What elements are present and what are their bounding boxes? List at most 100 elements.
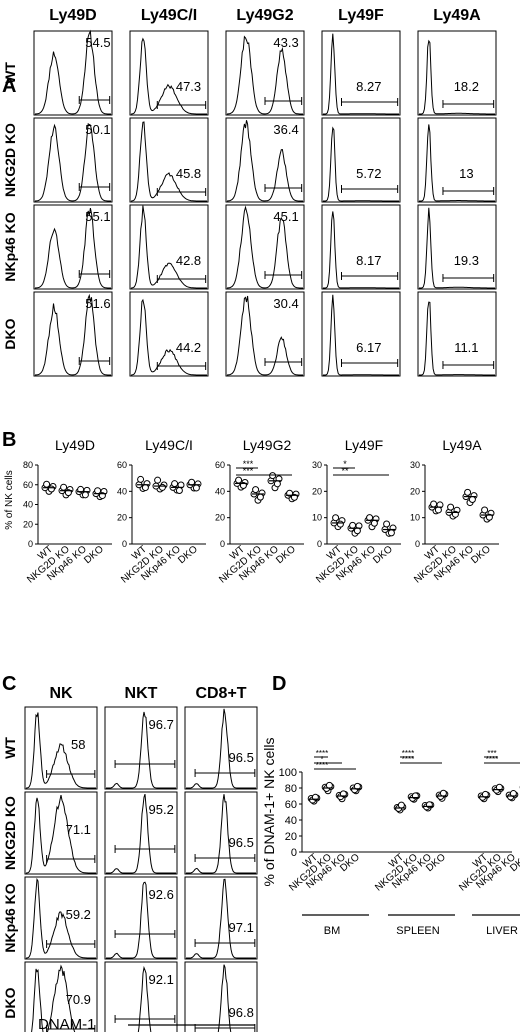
- data-point: [439, 789, 447, 797]
- y-tick-label: 100: [279, 767, 297, 779]
- gate-percent-label: 59.2: [66, 907, 91, 922]
- data-point: [77, 485, 85, 493]
- panel-label-d: D: [272, 673, 286, 695]
- histogram-curve: [323, 33, 399, 115]
- gate-percent-label: 50.1: [85, 122, 110, 137]
- data-point: [383, 520, 391, 528]
- row-label-wt: WT: [2, 737, 18, 759]
- panel-d-scatter-plot: D % of DNAM-1+ NK cells 020406080100WTNKG…: [261, 673, 520, 937]
- histogram-curve: [419, 207, 495, 289]
- data-point: [273, 480, 281, 488]
- histogram-curve: [226, 35, 303, 115]
- y-tick-label: 20: [312, 486, 322, 496]
- data-point: [495, 783, 503, 791]
- y-tick-label: 0: [317, 539, 322, 549]
- gate-percent-label: 44.2: [176, 340, 201, 355]
- y-tick-label: 60: [23, 480, 33, 490]
- data-point: [43, 480, 51, 488]
- data-point: [349, 521, 357, 529]
- data-point: [137, 475, 145, 483]
- data-point: [60, 483, 68, 491]
- y-tick-label: 60: [117, 460, 127, 470]
- histogram-frame: [24, 706, 98, 790]
- histogram-curve: [34, 29, 111, 115]
- data-point: [336, 520, 344, 528]
- data-point: [366, 514, 374, 522]
- row-label-nkg2d-ko: NKG2D KO: [2, 796, 18, 870]
- gate-percent-label: 51.6: [85, 296, 110, 311]
- gate-percent-label: 45.8: [176, 166, 201, 181]
- y-tick-label: 30: [410, 460, 420, 470]
- column-header-nkt: NKT: [125, 685, 158, 702]
- data-point: [485, 513, 493, 521]
- data-point: [154, 476, 162, 484]
- data-point: [387, 529, 395, 537]
- data-point: [252, 486, 260, 494]
- histogram-curve: [186, 878, 256, 959]
- histogram-curve: [323, 211, 399, 289]
- gate-percent-label: 13: [459, 166, 473, 181]
- histogram-curve: [25, 794, 96, 874]
- gate-percent-label: 19.3: [454, 253, 479, 268]
- column-header-ly49a: Ly49A: [433, 7, 481, 24]
- plot-title-ly49g2: Ly49G2: [243, 437, 292, 453]
- panel-label-c: C: [2, 673, 16, 695]
- data-point: [434, 506, 442, 514]
- y-tick-label: 10: [410, 513, 420, 523]
- significance-marker: ****: [402, 749, 414, 758]
- row-label-dko: DKO: [2, 318, 18, 349]
- gate-percent-label: 55.1: [85, 209, 110, 224]
- significance-marker: ***: [487, 749, 496, 758]
- histogram-curve: [106, 711, 176, 789]
- histogram-curve: [34, 208, 111, 289]
- significance-marker: ****: [316, 761, 328, 770]
- gate-percent-label: 30.4: [273, 296, 298, 311]
- significance-marker: *: [320, 755, 323, 764]
- x-axis-label-dnam-1: DNAM-1: [38, 1016, 96, 1032]
- significance-marker: ***: [243, 459, 254, 469]
- gate-percent-label: 96.7: [149, 717, 174, 732]
- gate-percent-label: 43.3: [273, 35, 298, 50]
- significance-marker: **: [341, 466, 349, 476]
- data-point: [447, 503, 455, 511]
- x-tick-label-dko: DKO: [508, 852, 520, 874]
- y-tick-label: 0: [220, 539, 225, 549]
- y-tick-label: 0: [291, 847, 297, 859]
- histogram-curve: [226, 120, 303, 202]
- gate-percent-label: 97.1: [229, 920, 254, 935]
- histogram-curve: [130, 205, 207, 289]
- histogram-frame: [129, 291, 209, 377]
- histogram-frame: [104, 791, 178, 875]
- gate-percent-label: 92.1: [149, 972, 174, 987]
- x-tick-label-dko: DKO: [176, 544, 200, 566]
- row-label-nkp46-ko: NKp46 KO: [2, 883, 18, 952]
- y-tick-label: 40: [215, 486, 225, 496]
- data-point: [339, 790, 347, 798]
- column-header-ly49f: Ly49F: [338, 7, 384, 24]
- significance-marker: ****: [402, 755, 414, 764]
- column-header-ly49g2: Ly49G2: [236, 7, 293, 24]
- panel-c-histogram-grid: C NK NKT CD8+T WT 58 96.7 96.5 NKG2D KO 71.1 95.2…: [2, 673, 258, 1032]
- histogram-curve: [323, 294, 399, 376]
- y-tick-label: 40: [285, 815, 297, 827]
- histogram-curve: [106, 881, 176, 959]
- data-point: [397, 801, 405, 809]
- significance-marker: *: [343, 459, 347, 469]
- histogram-curve: [419, 301, 495, 376]
- data-point: [158, 483, 166, 491]
- plot-title-ly49d: Ly49D: [55, 437, 95, 453]
- histogram-curve: [31, 964, 76, 1032]
- histogram-frame: [33, 204, 113, 290]
- gate-percent-label: 96.8: [229, 1005, 254, 1020]
- gate-percent-label: 8.17: [356, 253, 381, 268]
- histogram-frame: [129, 117, 209, 203]
- significance-marker: ***: [243, 466, 254, 476]
- data-point: [370, 519, 378, 527]
- x-tick-label-dko: DKO: [469, 544, 493, 566]
- x-tick-label-dko: DKO: [274, 544, 298, 566]
- panel-a-histogram-grid: A Ly49D Ly49C/I Ly49G2 Ly49F Ly49A WT 54.5 47.3…: [2, 7, 497, 377]
- panel-label-b: B: [2, 429, 16, 451]
- plot-title-ly49a: Ly49A: [442, 437, 482, 453]
